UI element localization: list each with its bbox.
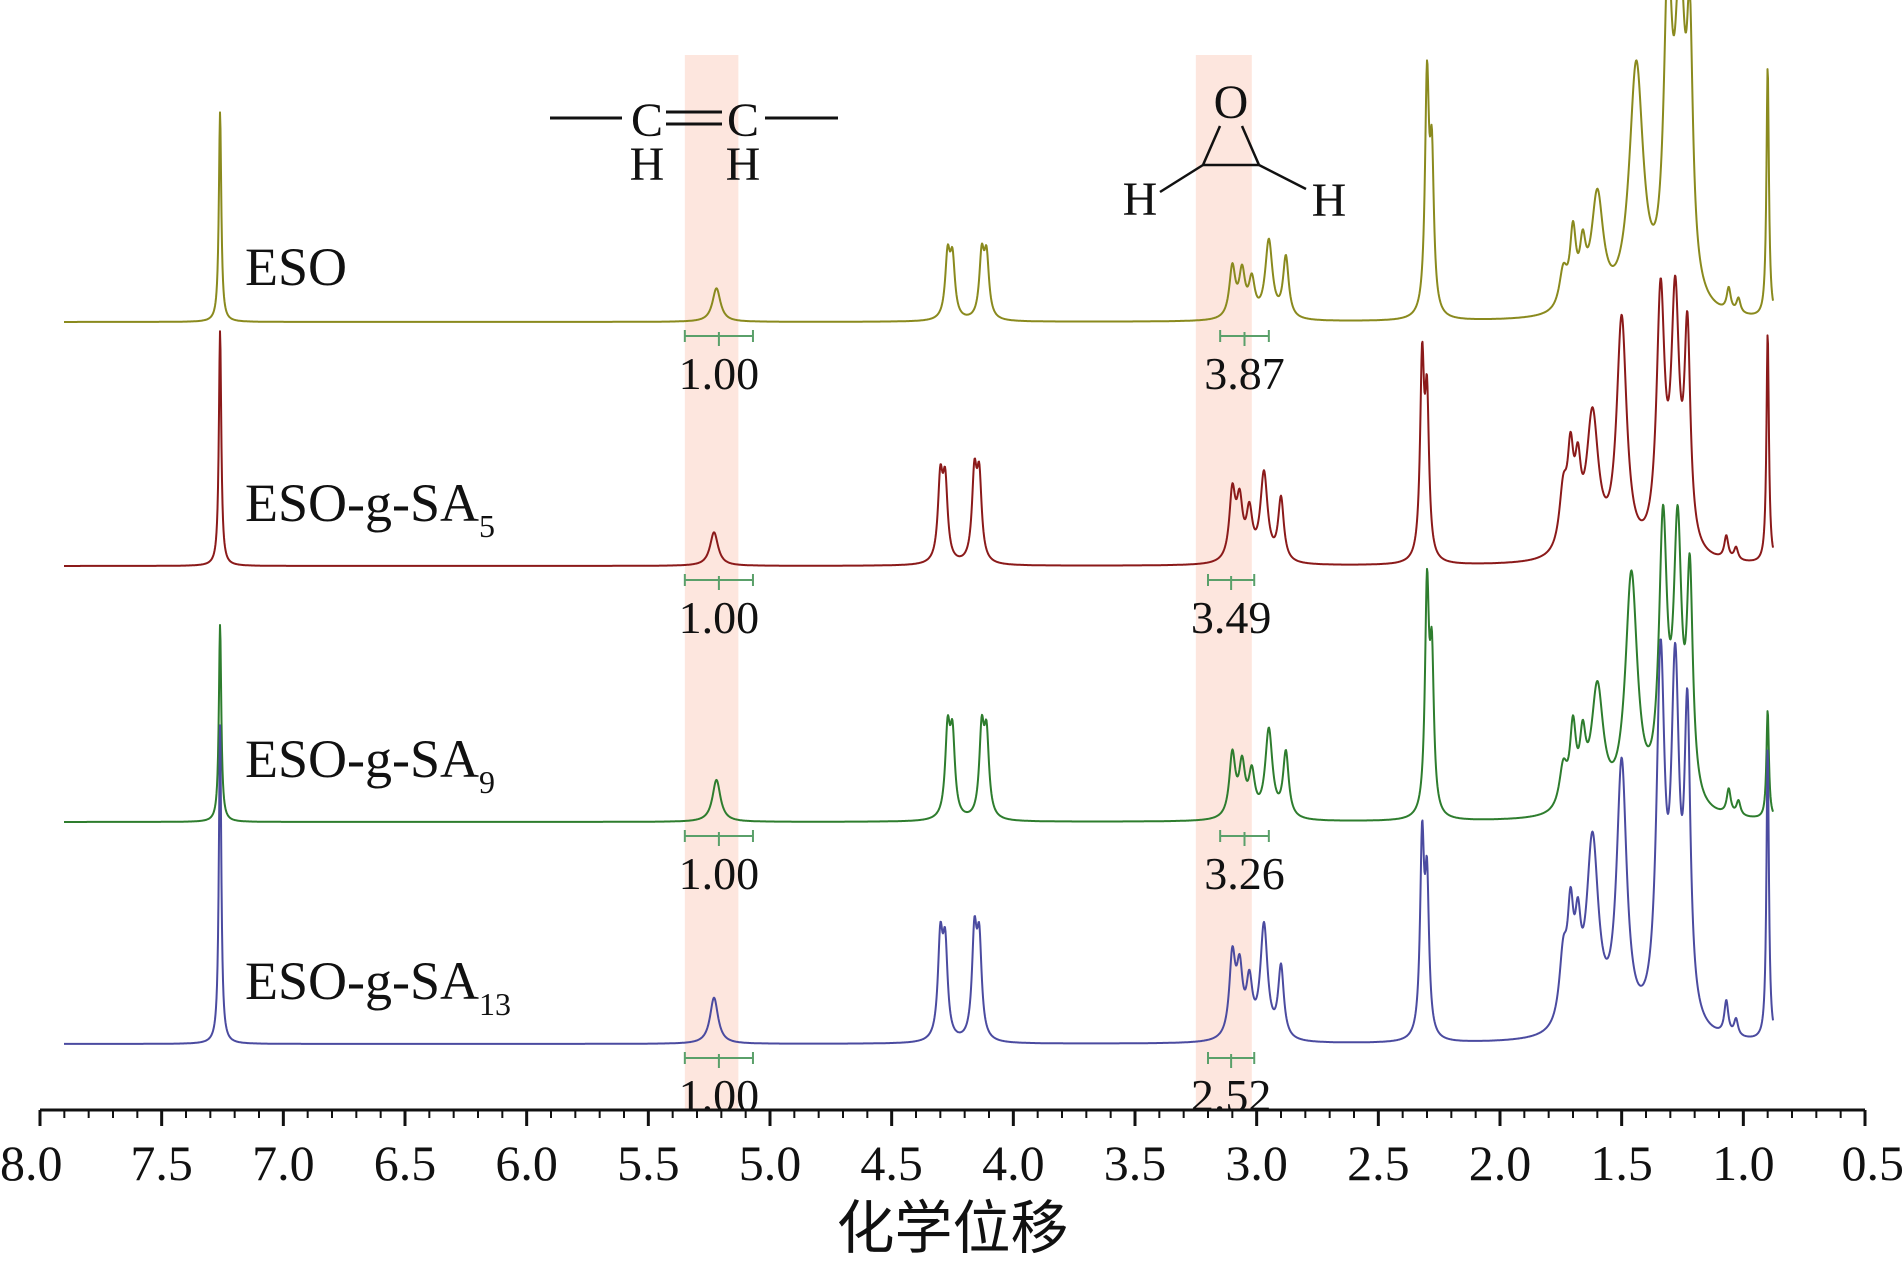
integral-value-1-1: 1.00 [679, 348, 760, 399]
series-label-main: ESO [245, 237, 347, 297]
atom-o: O [1214, 76, 1249, 129]
integral-value-3-2: 3.26 [1204, 848, 1285, 899]
x-tick-label: 3.0 [1225, 1135, 1288, 1191]
spectrum-line-1 [63, 0, 1774, 323]
x-tick-label: 1.5 [1590, 1135, 1653, 1191]
integral-value-2-1: 1.00 [679, 592, 760, 643]
x-tick-label: 6.5 [374, 1135, 437, 1191]
x-tick-label: 5.0 [739, 1135, 802, 1191]
atom-h-2: H [726, 138, 761, 191]
spectrum-line-2 [63, 274, 1774, 567]
integral-value-3-1: 1.00 [679, 848, 760, 899]
x-tick-label: 0.5 [1842, 1135, 1904, 1191]
series-label-1: ESO [245, 237, 347, 297]
spectrum-line-3 [63, 503, 1774, 823]
series-label-subscript: 13 [479, 986, 511, 1022]
highlight-bands [684, 55, 1252, 1110]
x-tick-label: 4.5 [860, 1135, 923, 1191]
integral-value-4-1: 1.00 [679, 1070, 760, 1121]
series-label-main: ESO-g-SA [245, 473, 479, 533]
integral-marks: 1.00 3.87 1.00 3.49 1.00 3.26 1.00 2.52 [679, 330, 1285, 1121]
series-label-2: ESO-g-SA5 [245, 473, 495, 544]
integral-value-4-2: 2.52 [1191, 1070, 1272, 1121]
x-tick-label: 2.0 [1469, 1135, 1532, 1191]
highlight-band-2 [1195, 55, 1252, 1110]
x-tick-label: 7.5 [130, 1135, 193, 1191]
integral-value-2-2: 3.49 [1191, 592, 1272, 643]
x-axis-title: 化学位移 [836, 1194, 1068, 1261]
spectrum-line-4 [63, 638, 1774, 1045]
series-label-main: ESO-g-SA [245, 951, 479, 1011]
epoxide-bond [1159, 163, 1204, 194]
series-label-subscript: 5 [479, 508, 495, 544]
atom-c-1: C [631, 94, 663, 147]
x-axis: 8.0 7.5 7.0 6.5 6.0 5.5 5.0 4.5 4.0 3.5 3.0 2.5 2.0 1… [0, 1108, 1904, 1261]
epoxide-bond [1258, 163, 1307, 191]
epoxide-bond [1201, 125, 1222, 166]
atom-h-3: H [1123, 173, 1158, 226]
x-tick-label: 4.0 [982, 1135, 1045, 1191]
x-tick-label: 3.5 [1104, 1135, 1167, 1191]
highlight-band-1 [684, 55, 739, 1110]
integral-value-1-2: 3.87 [1204, 348, 1285, 399]
series-label-main: ESO-g-SA [245, 729, 479, 789]
atom-c-2: C [727, 94, 759, 147]
series-label-3: ESO-g-SA9 [245, 729, 495, 800]
x-tick-label: 7.0 [252, 1135, 315, 1191]
x-tick-label: 8.0 [0, 1135, 63, 1191]
x-tick-label: 1.0 [1712, 1135, 1775, 1191]
x-tick-label: 5.5 [617, 1135, 680, 1191]
x-tick-label: 2.5 [1347, 1135, 1410, 1191]
series-label-subscript: 9 [479, 764, 495, 800]
spectra-traces [63, 0, 1774, 1045]
x-tick-label: 6.0 [495, 1135, 558, 1191]
atom-h-4: H [1312, 174, 1347, 227]
atom-h-1: H [630, 138, 665, 191]
epoxide-bond [1240, 125, 1261, 166]
structure-drawings: C CH HOH H [550, 76, 1346, 227]
series-label-4: ESO-g-SA13 [245, 951, 511, 1022]
